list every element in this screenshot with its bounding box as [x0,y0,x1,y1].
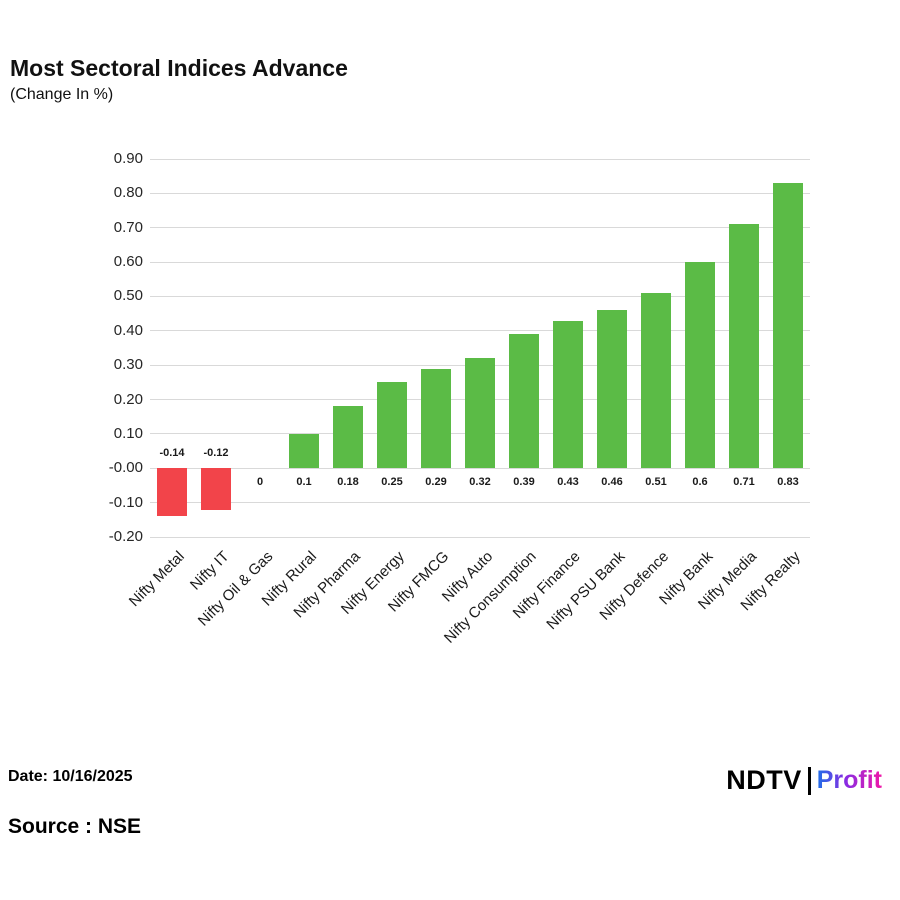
bar [201,468,231,510]
bar-value-label: 0.6 [692,476,708,489]
x-category-label: Nifty Metal [125,548,189,611]
gridline [150,467,810,469]
bar [421,368,451,469]
gridline [150,227,810,229]
x-category-label: Nifty PSU Bank [542,548,629,634]
bar [509,334,539,469]
bar-value-label: 0.18 [337,476,359,489]
y-tick-label: 0.40 [113,321,143,339]
bar [729,224,759,469]
gridline [150,502,810,504]
y-tick-label: 0.30 [113,356,143,374]
bar [641,293,671,469]
bar [685,262,715,469]
gridline [150,261,810,263]
source-label: Source : NSE [8,815,142,838]
bar-value-label: 0.46 [601,476,623,489]
bar-value-label: 0.1 [296,476,312,489]
y-tick-label: -0.00 [108,459,143,477]
bar-value-label: 0.32 [469,476,491,489]
y-tick-label: 0.50 [113,287,143,305]
y-tick-label: -0.20 [108,528,143,545]
bar-value-label: -0.12 [203,447,229,460]
bar-value-label: 0 [256,476,264,489]
bar [773,183,803,469]
bar-value-label: 0.39 [513,476,535,489]
bar-value-label: 0.43 [557,476,579,489]
bar [597,310,627,469]
y-tick-label: -0.10 [108,493,143,511]
bar-value-label: 0.29 [425,476,447,489]
gridline [150,536,810,538]
bar [157,468,187,517]
gridline [150,295,810,297]
page-title: Most Sectoral Indices Advance [10,55,348,81]
bar [465,358,495,469]
bar-value-label: 0.25 [381,476,403,489]
profit-logo-text: Profit [816,766,882,794]
gridline [150,330,810,332]
logo-separator [807,766,811,795]
bar [289,433,319,469]
bar-value-label: 0.71 [733,476,755,489]
bar-value-label: 0.83 [777,476,799,489]
page-subtitle: (Change In %) [10,86,114,103]
ndtv-logo-text: NDTV [726,765,802,795]
bar [553,320,583,469]
y-tick-label: 0.60 [113,253,143,271]
y-tick-label: 0.10 [113,424,143,442]
date-label: Date: 10/16/2025 [8,768,133,785]
bar-value-label: 0.51 [645,476,667,489]
y-tick-label: 0.70 [113,218,143,236]
gridline [150,158,810,160]
y-tick-label: 0.80 [113,184,143,202]
ndtv-profit-logo: NDTV Profit [726,765,882,796]
bar [333,406,363,469]
gridline [150,192,810,194]
y-tick-label: 0.90 [113,150,143,167]
bar-value-label: -0.14 [159,447,185,460]
bar [377,382,407,469]
y-tick-label: 0.20 [113,390,143,408]
